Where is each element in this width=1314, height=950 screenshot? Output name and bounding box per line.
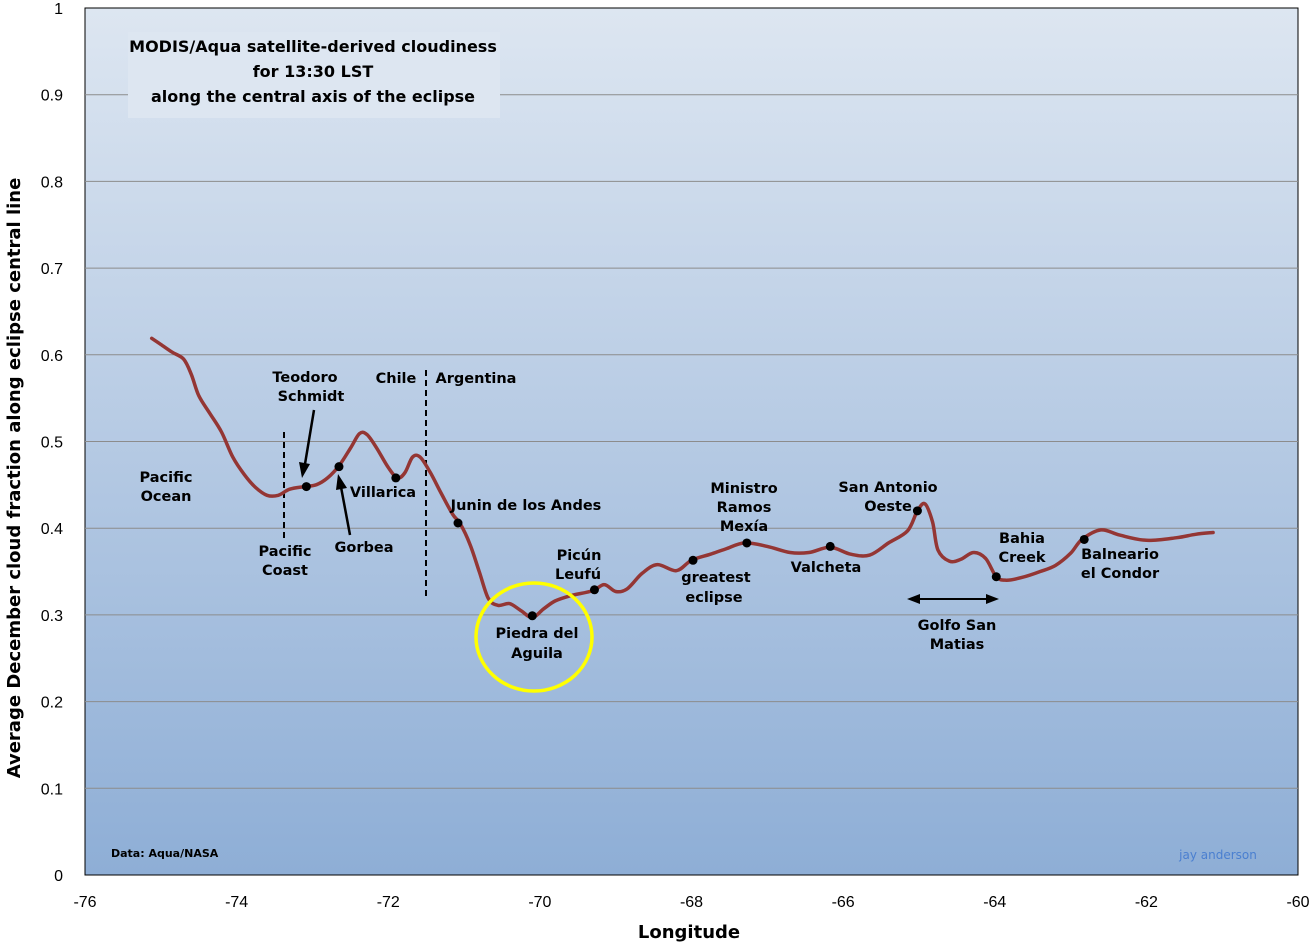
annotation-teodoro-schmidt: Teodoro Schmidt xyxy=(272,370,344,405)
annotation-pacific-coast: Pacific Coast xyxy=(259,544,312,579)
annotation-greatest-eclipse: greatest eclipse xyxy=(681,570,751,606)
location-marker xyxy=(742,538,752,548)
svg-text:greatest: greatest xyxy=(681,570,751,586)
y-tick-label: 0.3 xyxy=(41,608,63,625)
location-marker xyxy=(301,482,311,492)
annotation-valcheta: Valcheta xyxy=(791,560,862,576)
location-marker xyxy=(688,555,698,565)
annotation-bahia-creek: Bahia Creek xyxy=(998,531,1045,566)
svg-text:Ministro: Ministro xyxy=(710,481,777,497)
svg-text:Balneario: Balneario xyxy=(1081,547,1159,563)
location-marker xyxy=(453,518,463,528)
y-tick-label: 0.8 xyxy=(41,174,63,191)
svg-text:Mexía: Mexía xyxy=(720,519,768,535)
title-box xyxy=(128,32,500,118)
x-tick-label: -70 xyxy=(528,894,551,911)
data-credit: Data: Aqua/NASA xyxy=(111,847,219,860)
annotation-gorbea: Gorbea xyxy=(334,540,393,556)
chart-title-line-2: for 13:30 LST xyxy=(253,62,374,81)
annotation-golfo-san-matias: Golfo San Matias xyxy=(918,618,997,653)
annotation-piedra-del-aguila: Piedra del Aguila xyxy=(496,626,579,662)
svg-text:Teodoro: Teodoro xyxy=(272,370,337,386)
x-tick-label: -76 xyxy=(73,894,96,911)
x-tick-label: -66 xyxy=(832,894,855,911)
highlight-circle xyxy=(474,581,594,693)
svg-text:Bahia: Bahia xyxy=(999,531,1045,547)
location-marker xyxy=(912,506,922,516)
svg-text:Ramos: Ramos xyxy=(717,500,772,516)
x-tick-label: -68 xyxy=(680,894,703,911)
location-marker xyxy=(1079,534,1089,544)
svg-text:Piedra del: Piedra del xyxy=(496,626,579,642)
annotation-argentina: Argentina xyxy=(436,371,517,387)
y-tick-label: 0.2 xyxy=(41,695,63,712)
y-axis-title: Average December cloud fraction along ec… xyxy=(4,178,25,779)
x-tick-label: -72 xyxy=(377,894,400,911)
annotation-villarica: Villarica xyxy=(350,485,416,501)
svg-text:Leufú: Leufú xyxy=(555,567,601,583)
annotation-balneario-el-condor: Balneario el Condor xyxy=(1081,547,1160,582)
y-tick-label: 0.5 xyxy=(41,435,63,452)
svg-text:San Antonio: San Antonio xyxy=(838,480,937,496)
y-tick-label: 0.7 xyxy=(41,261,63,278)
y-tick-label: 0.4 xyxy=(41,521,63,538)
y-tick-label: 0.9 xyxy=(41,88,63,105)
annotation-san-antonio-oeste: San Antonio Oeste xyxy=(838,480,937,515)
svg-text:Aguila: Aguila xyxy=(511,646,563,662)
svg-text:Creek: Creek xyxy=(998,550,1045,566)
location-marker xyxy=(527,611,537,621)
svg-text:Golfo San: Golfo San xyxy=(918,618,997,634)
annotation-junin-de-los-andes: Junin de los Andes xyxy=(450,498,602,514)
author-signature: jay anderson xyxy=(1178,848,1257,862)
y-tick-label: 0.1 xyxy=(41,781,63,798)
annotation-pacific-ocean: Pacific Ocean xyxy=(140,470,193,505)
arrow-teodoro-schmidt xyxy=(299,409,316,478)
y-tick-label: 0.6 xyxy=(41,348,63,365)
location-marker xyxy=(825,541,835,551)
svg-text:Ocean: Ocean xyxy=(141,489,192,505)
x-tick-label: -62 xyxy=(1135,894,1158,911)
arrow-gorbea xyxy=(336,474,352,536)
location-marker xyxy=(589,585,599,595)
y-axis-ticks: 0 0.1 0.2 0.3 0.4 0.5 0.6 0.7 0.8 0.9 1 xyxy=(41,1,63,885)
svg-text:Pacific: Pacific xyxy=(140,470,193,486)
location-marker xyxy=(334,462,344,472)
location-marker xyxy=(991,572,1001,582)
x-axis-ticks: -76 -74 -72 -70 -68 -66 -64 -62 -60 xyxy=(73,894,1309,911)
svg-text:eclipse: eclipse xyxy=(685,590,742,606)
location-markers xyxy=(301,462,1089,621)
location-marker xyxy=(391,473,401,483)
svg-text:Picún: Picún xyxy=(557,548,602,564)
arrow-golfo-san-matias xyxy=(907,594,999,604)
x-tick-label: -60 xyxy=(1286,894,1309,911)
annotation-picun-leufu: Picún Leufú xyxy=(555,548,601,583)
svg-text:Matias: Matias xyxy=(930,637,985,653)
y-tick-label: 0 xyxy=(54,868,63,885)
x-tick-label: -64 xyxy=(983,894,1006,911)
annotation-ministro-ramos-mexia: Ministro Ramos Mexía xyxy=(710,481,777,535)
svg-text:Oeste: Oeste xyxy=(864,499,912,515)
annotation-chile: Chile xyxy=(376,371,417,387)
y-tick-label: 1 xyxy=(54,1,63,18)
svg-text:Coast: Coast xyxy=(262,563,308,579)
chart-title-line-3: along the central axis of the eclipse xyxy=(151,87,475,106)
svg-text:el Condor: el Condor xyxy=(1081,566,1160,582)
chart-title-line-1: MODIS/Aqua satellite-derived cloudiness xyxy=(129,37,497,56)
svg-text:Pacific: Pacific xyxy=(259,544,312,560)
x-tick-label: -74 xyxy=(225,894,248,911)
x-axis-title: Longitude xyxy=(638,922,740,943)
svg-text:Schmidt: Schmidt xyxy=(278,389,345,405)
